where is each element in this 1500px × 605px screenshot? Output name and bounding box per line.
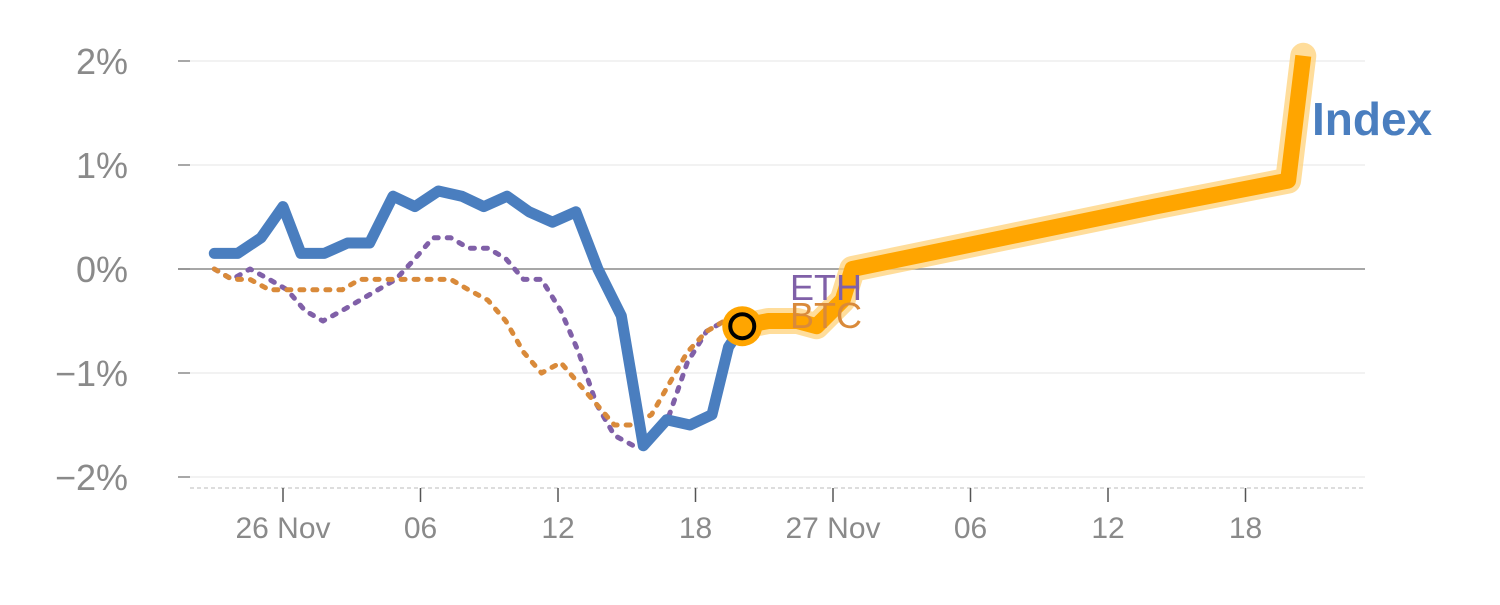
series-label-index: Index [1312, 93, 1433, 145]
x-tick-label: 27 Nov [785, 512, 880, 545]
x-tick-label: 06 [954, 512, 987, 545]
y-tick-label: −2% [55, 457, 128, 498]
series-label-btc: BTC [790, 295, 862, 336]
x-tick-label: 18 [679, 512, 712, 545]
series-line-index [208, 185, 748, 452]
label-layer: ETH BTC Index [790, 93, 1433, 336]
series-label-eth: ETH [790, 267, 862, 308]
grid-layer [178, 60, 1365, 478]
x-tick-label: 12 [1091, 512, 1124, 545]
x-tick-label: 18 [1229, 512, 1262, 545]
y-tick-label: 2% [76, 41, 128, 82]
x-tick-label: 12 [541, 512, 574, 545]
x-tick-label: 26 Nov [235, 512, 330, 545]
series-line-index-projection [740, 54, 1312, 335]
y-tick-label: 0% [76, 249, 128, 290]
marker-layer [722, 306, 763, 347]
y-tick-label: 1% [76, 145, 128, 186]
y-tick-label: −1% [55, 353, 128, 394]
x-tick-label: 06 [404, 512, 437, 545]
series-layer [208, 42, 1317, 452]
current-value-marker [728, 312, 757, 341]
series-line-btc [211, 266, 745, 428]
axis-layer: 2% 1% 0% −1% −2% 26 Nov 06 12 18 27 Nov 06 12 18 [55, 41, 1365, 545]
